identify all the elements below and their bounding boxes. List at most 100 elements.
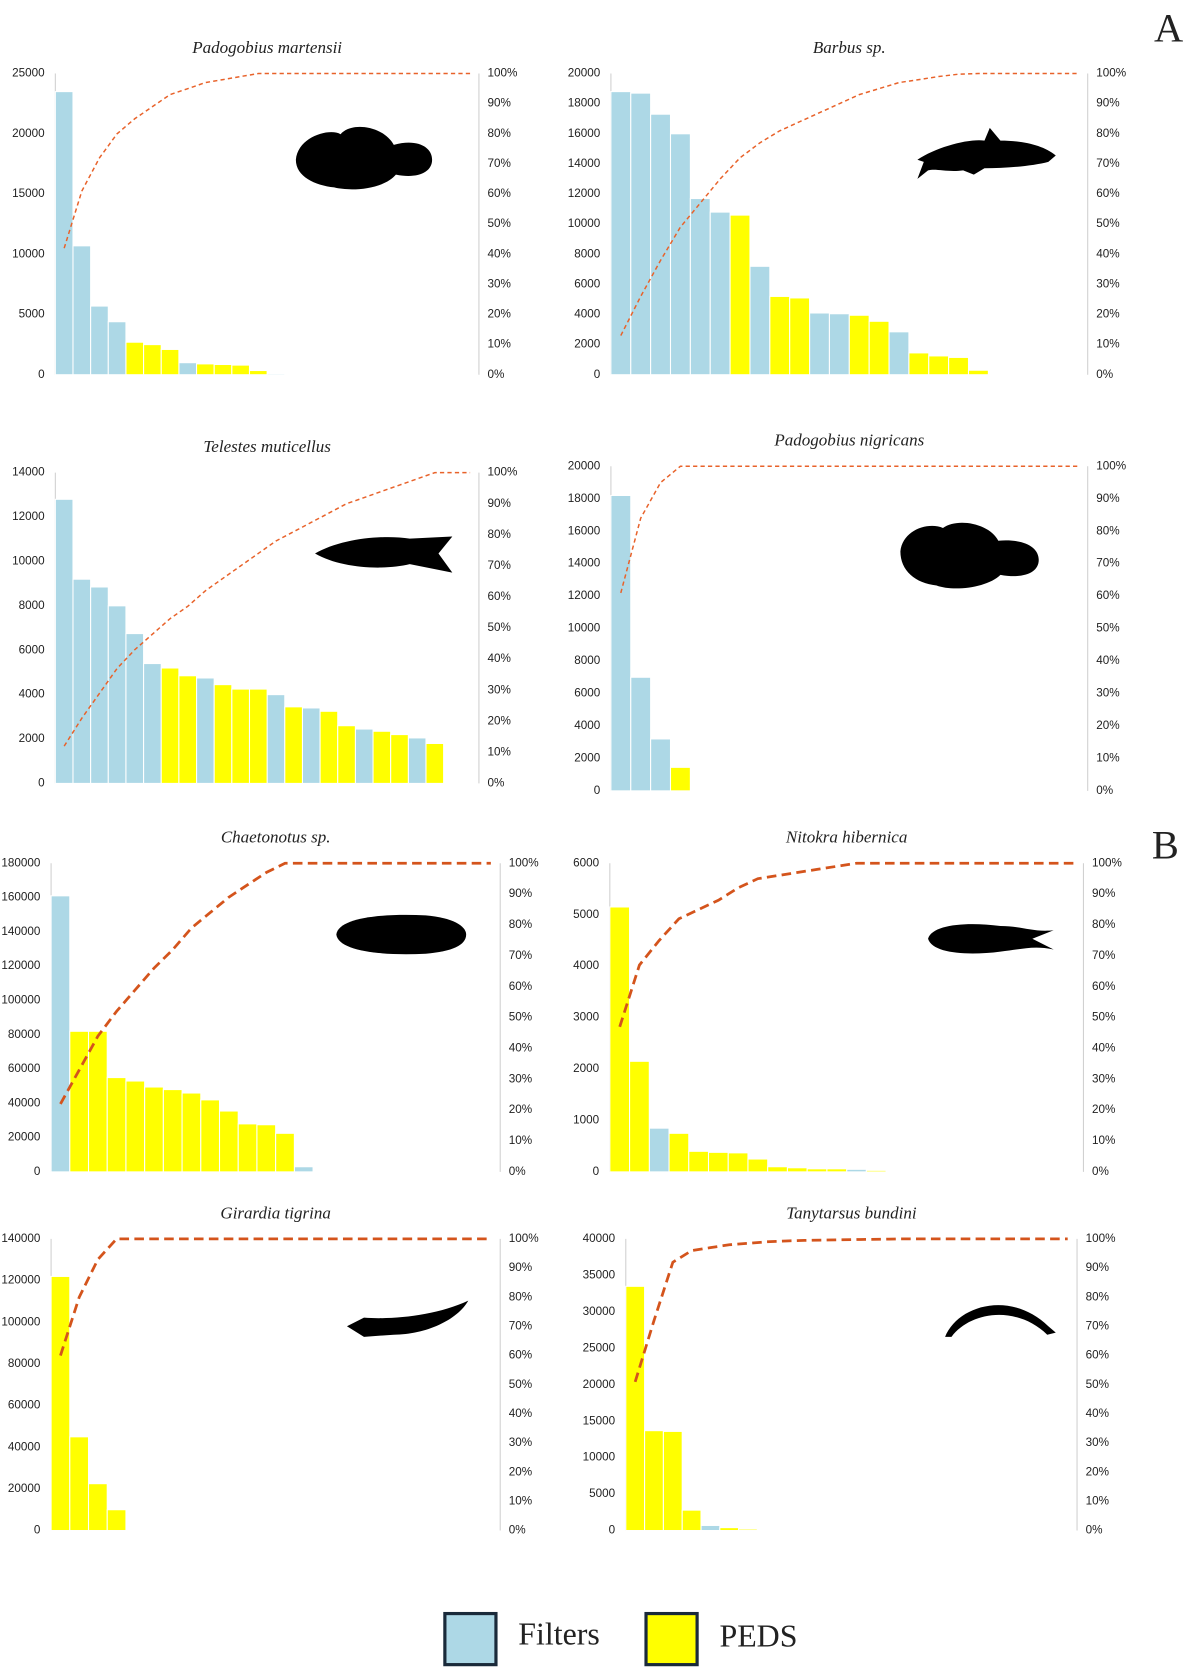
silhouettes [295, 126, 1056, 1337]
y-tick-label: 160000 [1, 891, 41, 904]
y-tick-label: 60000 [8, 1062, 41, 1075]
bar [72, 578, 92, 784]
bar [662, 1430, 683, 1532]
chart: Chaetonotus sp. 0 20000 40000 60000 80000 1000… [1, 828, 538, 1178]
y2-tick-label: 40% [1086, 1407, 1109, 1420]
y2-tick-label: 10% [1096, 751, 1119, 764]
bar [266, 372, 286, 376]
y2-tick-label: 60% [1096, 187, 1119, 200]
y-tick-label: 10000 [568, 217, 601, 230]
y2-tick-label: 70% [1092, 949, 1115, 962]
y2-tick-label: 100% [1086, 1232, 1116, 1245]
y-tick-label: 60000 [8, 1399, 41, 1412]
y2-tick-label: 90% [487, 497, 510, 510]
bar [630, 676, 652, 792]
bar [681, 1509, 702, 1532]
bar [213, 363, 233, 376]
y2-tick-label: 0% [509, 1524, 526, 1537]
bar [200, 1099, 221, 1173]
cumulative-line [633, 1237, 1068, 1383]
bar [54, 498, 74, 784]
bar [87, 1030, 108, 1173]
y-tick-label: 140000 [1, 1232, 41, 1245]
bar [319, 710, 339, 784]
bar [213, 684, 233, 784]
bar [809, 312, 830, 376]
bar [301, 707, 321, 784]
y-tick-label: 80000 [8, 1028, 41, 1041]
y-tick-label: 20000 [583, 1378, 616, 1391]
y-tick-label: 0 [34, 1524, 41, 1537]
bar [625, 1285, 646, 1532]
y2-tick-label: 20% [509, 1103, 532, 1116]
y2-tick-label: 90% [1096, 97, 1119, 110]
y-tick-label: 14000 [568, 557, 601, 570]
y-tick-label: 2000 [574, 338, 601, 351]
y2-tick-label: 90% [1092, 887, 1115, 900]
bar [231, 688, 251, 784]
bar [786, 1167, 808, 1173]
bar [700, 1524, 721, 1532]
bar [54, 91, 74, 376]
bar [69, 1030, 90, 1173]
bar [846, 1168, 867, 1173]
bar [868, 320, 890, 376]
y2-tick-label: 10% [1092, 1134, 1115, 1147]
y2-tick-label: 40% [1092, 1042, 1115, 1055]
cumulative-line [59, 1237, 491, 1356]
bar [106, 1509, 127, 1532]
y2-tick-label: 90% [509, 1261, 532, 1274]
bar [828, 313, 850, 376]
y2-tick-label: 40% [509, 1407, 532, 1420]
y2-tick-label: 20% [1086, 1465, 1109, 1478]
y2-tick-label: 100% [509, 856, 539, 869]
bar [275, 1132, 295, 1173]
bar [650, 738, 672, 792]
y2-tick-label: 60% [1086, 1349, 1109, 1362]
y2-tick-label: 0% [1092, 1165, 1109, 1178]
y-tick-label: 25000 [12, 67, 45, 80]
bar [727, 1152, 749, 1173]
y2-tick-label: 80% [509, 918, 532, 931]
y-tick-label: 8000 [574, 247, 601, 260]
y2-tick-label: 10% [487, 338, 510, 351]
y-tick-label: 2000 [573, 1062, 600, 1075]
y-tick-label: 6000 [573, 856, 600, 869]
bar [794, 1529, 815, 1532]
bar [266, 694, 286, 784]
y2-tick-label: 20% [509, 1465, 532, 1478]
y2-tick-label: 0% [1096, 368, 1113, 381]
y2-tick-label: 50% [1092, 1011, 1115, 1024]
bar [248, 369, 268, 376]
y2-tick-label: 100% [1096, 67, 1126, 80]
bar [196, 363, 215, 376]
bar [293, 1166, 314, 1173]
bar [609, 906, 631, 1173]
legend-label: Filters [518, 1616, 600, 1651]
y-tick-label: 4000 [19, 688, 46, 701]
y2-tick-label: 0% [509, 1165, 526, 1178]
bar [610, 91, 632, 376]
bar [143, 663, 162, 784]
y-tick-label: 40000 [8, 1096, 41, 1109]
y-tick-label: 12000 [568, 589, 601, 602]
chart-title: Padogobius martensii [191, 38, 342, 57]
y-tick-label: 4000 [574, 308, 601, 321]
y-tick-label: 2000 [19, 732, 46, 745]
bar [826, 1168, 848, 1173]
y2-tick-label: 80% [487, 528, 510, 541]
bar [181, 1092, 202, 1173]
y-tick-label: 4000 [574, 719, 601, 732]
y-tick-label: 0 [609, 1524, 616, 1537]
chart-title: Padogobius nigricans [773, 431, 924, 450]
bar [729, 214, 751, 376]
panel-label: B [1152, 823, 1179, 868]
y2-tick-label: 10% [1096, 338, 1119, 351]
y2-tick-label: 50% [487, 621, 510, 634]
bar [865, 1169, 887, 1173]
y2-tick-label: 30% [487, 277, 510, 290]
y2-tick-label: 40% [487, 247, 510, 260]
y-tick-label: 16000 [568, 127, 601, 140]
y-tick-label: 1000 [573, 1114, 600, 1127]
y2-tick-label: 70% [1096, 157, 1119, 170]
